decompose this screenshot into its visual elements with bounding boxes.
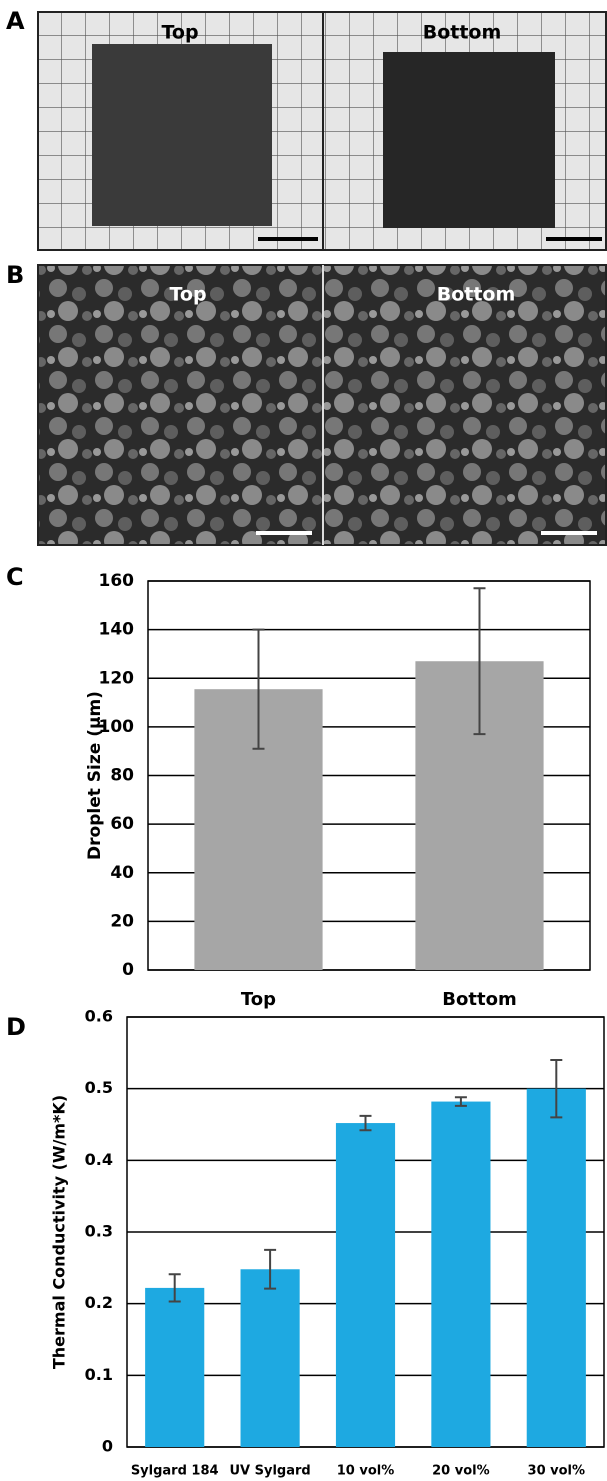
photo-label: Top: [161, 22, 198, 44]
bar: [240, 1269, 300, 1447]
error-bar: [359, 1114, 372, 1132]
y-tick-label: 80: [110, 766, 134, 786]
x-tick-label: 30 vol%: [528, 1464, 586, 1479]
y-tick-label: 0.6: [85, 1007, 113, 1026]
error-bar: [454, 1096, 467, 1107]
y-tick-label: 140: [99, 620, 135, 640]
error-bar: [252, 628, 265, 750]
y-tick-label: 160: [99, 571, 135, 591]
panel-label: A: [6, 7, 25, 35]
y-tick-label: 0.3: [85, 1222, 113, 1241]
x-tick-label: Bottom: [442, 989, 516, 1010]
x-tick-label: 20 vol%: [432, 1464, 490, 1479]
y-tick-label: 100: [99, 717, 135, 737]
y-axis-label: Droplet Size (μm): [85, 691, 105, 860]
y-tick-label: 0: [102, 1437, 113, 1456]
panel-label: C: [6, 563, 24, 591]
plot-frame: [147, 580, 591, 971]
x-tick-label: UV Sylgard: [229, 1464, 310, 1479]
photo-label: Bottom: [437, 284, 516, 306]
x-tick-label: Top: [241, 989, 276, 1010]
x-tick-label: Sylgard 184: [131, 1464, 219, 1479]
bar: [145, 1287, 205, 1447]
bar: [335, 1123, 396, 1447]
y-tick-label: 0.1: [85, 1365, 113, 1384]
y-tick-label: 0.5: [85, 1078, 113, 1097]
y-tick-label: 20: [110, 911, 134, 931]
x-tick-label: 10 vol%: [337, 1464, 395, 1479]
bar: [431, 1101, 491, 1447]
error-bar: [473, 587, 486, 736]
error-bar: [264, 1248, 277, 1290]
photo-label: Bottom: [423, 22, 502, 44]
bar: [526, 1088, 586, 1447]
y-tick-label: 60: [110, 814, 134, 834]
sample: [383, 52, 555, 228]
photo-label: Top: [169, 284, 206, 306]
panel-label: B: [6, 261, 24, 289]
error-bar: [168, 1273, 181, 1303]
panel-label: D: [6, 1013, 26, 1041]
sample: [92, 44, 272, 226]
y-tick-label: 0: [122, 960, 134, 980]
y-tick-label: 120: [99, 668, 135, 688]
y-axis-label: Thermal Conductivity (W/m*K): [50, 1095, 69, 1369]
error-bar: [550, 1059, 563, 1119]
y-tick-label: 0.4: [85, 1150, 113, 1169]
y-tick-label: 0.2: [85, 1293, 113, 1312]
y-tick-label: 40: [110, 863, 134, 883]
